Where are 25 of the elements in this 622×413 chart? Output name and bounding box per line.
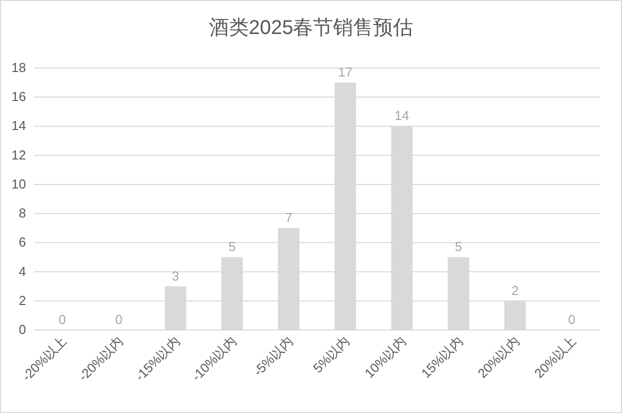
y-tick-label: 14	[12, 118, 26, 134]
data-label: 0	[58, 312, 66, 327]
y-tick-label: 12	[12, 147, 26, 162]
y-tick-label: 6	[18, 234, 26, 250]
chart-title: 酒类2025春节销售预估	[208, 17, 414, 39]
y-tick-label: 10	[12, 176, 26, 192]
y-tick-label: 8	[18, 206, 26, 221]
y-tick-label: 4	[18, 264, 26, 279]
data-label: 2	[511, 282, 519, 298]
x-tick-label: -5%以内	[250, 334, 296, 379]
y-tick-label: 2	[18, 292, 26, 308]
y-tick-label: 0	[18, 322, 26, 337]
x-tick-label: 5%以内	[310, 334, 352, 376]
data-label: 14	[394, 108, 410, 124]
data-label: 5	[454, 239, 462, 254]
data-label: 0	[115, 312, 123, 327]
data-label: 0	[568, 312, 576, 327]
data-label: 17	[338, 64, 353, 80]
x-tick-label: 15%以内	[418, 334, 466, 381]
x-tick-label: 10%以内	[362, 334, 410, 381]
data-label: 5	[228, 239, 236, 254]
data-label: 7	[285, 210, 292, 226]
data-label: 3	[172, 268, 180, 284]
y-tick-label: 16	[12, 89, 26, 104]
y-tick-label: 18	[12, 60, 26, 75]
